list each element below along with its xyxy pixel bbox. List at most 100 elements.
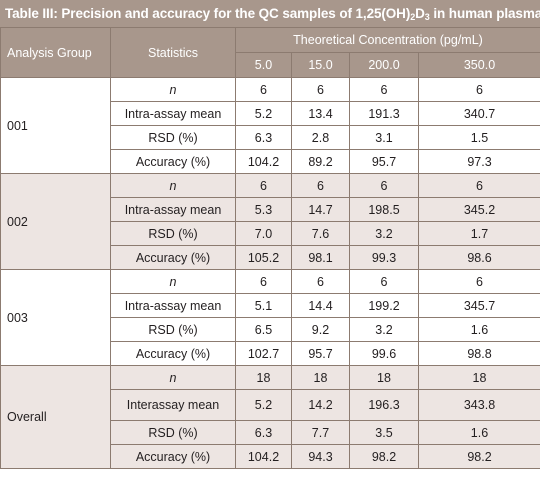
value-cell: 1.6: [418, 420, 540, 445]
value-cell: 6: [235, 173, 292, 198]
table-row: Accuracy (%) 105.2 98.1 99.3 98.6: [1, 245, 540, 270]
value-cell: 2.8: [291, 125, 350, 150]
value-cell: 5.1: [235, 293, 292, 318]
group-section: Overall n 18 18 18 18 Interassay mean 5.2 14.2 19…: [0, 365, 540, 469]
statistic-label-cell: RSD (%): [110, 221, 236, 246]
statistic-label-cell: Interassay mean: [110, 389, 236, 421]
value-cell: 6.5: [235, 317, 292, 342]
value-cell: 98.2: [418, 444, 540, 469]
value-cell: 6: [349, 269, 419, 294]
value-cell: 102.7: [235, 341, 292, 366]
statistic-label-cell: Intra-assay mean: [110, 101, 236, 126]
value-cell: 5.3: [235, 197, 292, 222]
value-cell: 6: [349, 173, 419, 198]
group-name-cell: Overall: [0, 365, 111, 469]
table-row: RSD (%) 6.3 2.8 3.1 1.5: [1, 125, 540, 150]
value-cell: 345.2: [418, 197, 540, 222]
value-cell: 6: [291, 269, 350, 294]
table-row: Intra-assay mean 5.2 13.4 191.3 340.7: [1, 101, 540, 126]
value-cell: 6: [418, 173, 540, 198]
value-cell: 199.2: [349, 293, 419, 318]
statistic-label-cell: Accuracy (%): [110, 341, 236, 366]
statistic-label-cell: Accuracy (%): [110, 245, 236, 270]
value-cell: 98.1: [291, 245, 350, 270]
header-level: 5.0: [235, 52, 292, 78]
value-cell: 3.2: [349, 221, 419, 246]
value-cell: 105.2: [235, 245, 292, 270]
table-row: Overall n 18 18 18 18: [0, 365, 540, 469]
value-cell: 13.4: [291, 101, 350, 126]
table-row: 001 n 6 6 6 6: [0, 77, 540, 174]
value-cell: 14.4: [291, 293, 350, 318]
statistic-label-cell: Intra-assay mean: [110, 293, 236, 318]
value-cell: 9.2: [291, 317, 350, 342]
precision-accuracy-table: Analysis Group Statistics Theoretical Co…: [0, 27, 540, 469]
table-row: 002 n 6 6 6 6: [0, 173, 540, 270]
header-level: 15.0: [291, 52, 350, 78]
value-cell: 95.7: [349, 149, 419, 174]
value-cell: 3.2: [349, 317, 419, 342]
value-cell: 18: [418, 365, 540, 390]
value-cell: 1.7: [418, 221, 540, 246]
value-cell: 6: [418, 269, 540, 294]
value-cell: 99.3: [349, 245, 419, 270]
value-cell: 6.3: [235, 125, 292, 150]
value-cell: 6: [235, 77, 292, 102]
statistic-label-cell: n: [110, 269, 236, 294]
value-cell: 99.6: [349, 341, 419, 366]
value-cell: 6: [291, 173, 350, 198]
value-cell: 3.1: [349, 125, 419, 150]
value-cell: 98.8: [418, 341, 540, 366]
header-statistics: Statistics: [110, 27, 236, 78]
value-cell: 5.2: [235, 101, 292, 126]
value-cell: 97.3: [418, 149, 540, 174]
title-text-d: D: [415, 6, 425, 21]
statistic-label-cell: RSD (%): [110, 420, 236, 445]
statistic-label-cell: n: [110, 173, 236, 198]
table-title: Table III: Precision and accuracy for th…: [0, 0, 540, 27]
value-cell: 6: [418, 77, 540, 102]
group-name-cell: 003: [0, 269, 111, 366]
statistic-label-cell: n: [110, 77, 236, 102]
header-level: 350.0: [418, 52, 540, 78]
value-cell: 343.8: [418, 389, 540, 421]
header-analysis-group: Analysis Group: [0, 27, 111, 78]
value-cell: 1.6: [418, 317, 540, 342]
value-cell: 6.3: [235, 420, 292, 445]
value-cell: 104.2: [235, 149, 292, 174]
value-cell: 98.6: [418, 245, 540, 270]
table-row: RSD (%) 6.3 7.7 3.5 1.6: [1, 420, 540, 445]
table-row: Interassay mean 5.2 14.2 196.3 343.8: [1, 389, 540, 421]
value-cell: 7.7: [291, 420, 350, 445]
value-cell: 7.6: [291, 221, 350, 246]
title-text: Table III: Precision and accuracy for th…: [5, 6, 411, 21]
group-section: 002 n 6 6 6 6 Intra-assay mean 5.3 14.7 198.5 345.…: [0, 173, 540, 270]
value-cell: 14.2: [291, 389, 350, 421]
value-cell: 198.5: [349, 197, 419, 222]
value-cell: 6: [291, 77, 350, 102]
value-cell: 340.7: [418, 101, 540, 126]
title-suffix: in human plasma: [429, 6, 540, 21]
statistic-label-cell: Intra-assay mean: [110, 197, 236, 222]
value-cell: 3.5: [349, 420, 419, 445]
table-row: 003 n 6 6 6 6: [0, 269, 540, 366]
value-cell: 191.3: [349, 101, 419, 126]
value-cell: 6: [349, 77, 419, 102]
title-subscript-2: 2: [410, 12, 416, 22]
group-name-cell: 001: [0, 77, 111, 174]
value-cell: 95.7: [291, 341, 350, 366]
value-cell: 14.7: [291, 197, 350, 222]
table-row: Accuracy (%) 102.7 95.7 99.6 98.8: [1, 341, 540, 366]
value-cell: 5.2: [235, 389, 292, 421]
header-theoretical-concentration: Theoretical Concentration (pg/mL): [235, 27, 540, 53]
value-cell: 89.2: [291, 149, 350, 174]
statistic-label-cell: RSD (%): [110, 317, 236, 342]
value-cell: 6: [235, 269, 292, 294]
value-cell: 18: [235, 365, 292, 390]
table-row: Accuracy (%) 104.2 94.3 98.2 98.2: [1, 444, 540, 469]
value-cell: 98.2: [349, 444, 419, 469]
statistic-label-cell: RSD (%): [110, 125, 236, 150]
value-cell: 94.3: [291, 444, 350, 469]
value-cell: 104.2: [235, 444, 292, 469]
